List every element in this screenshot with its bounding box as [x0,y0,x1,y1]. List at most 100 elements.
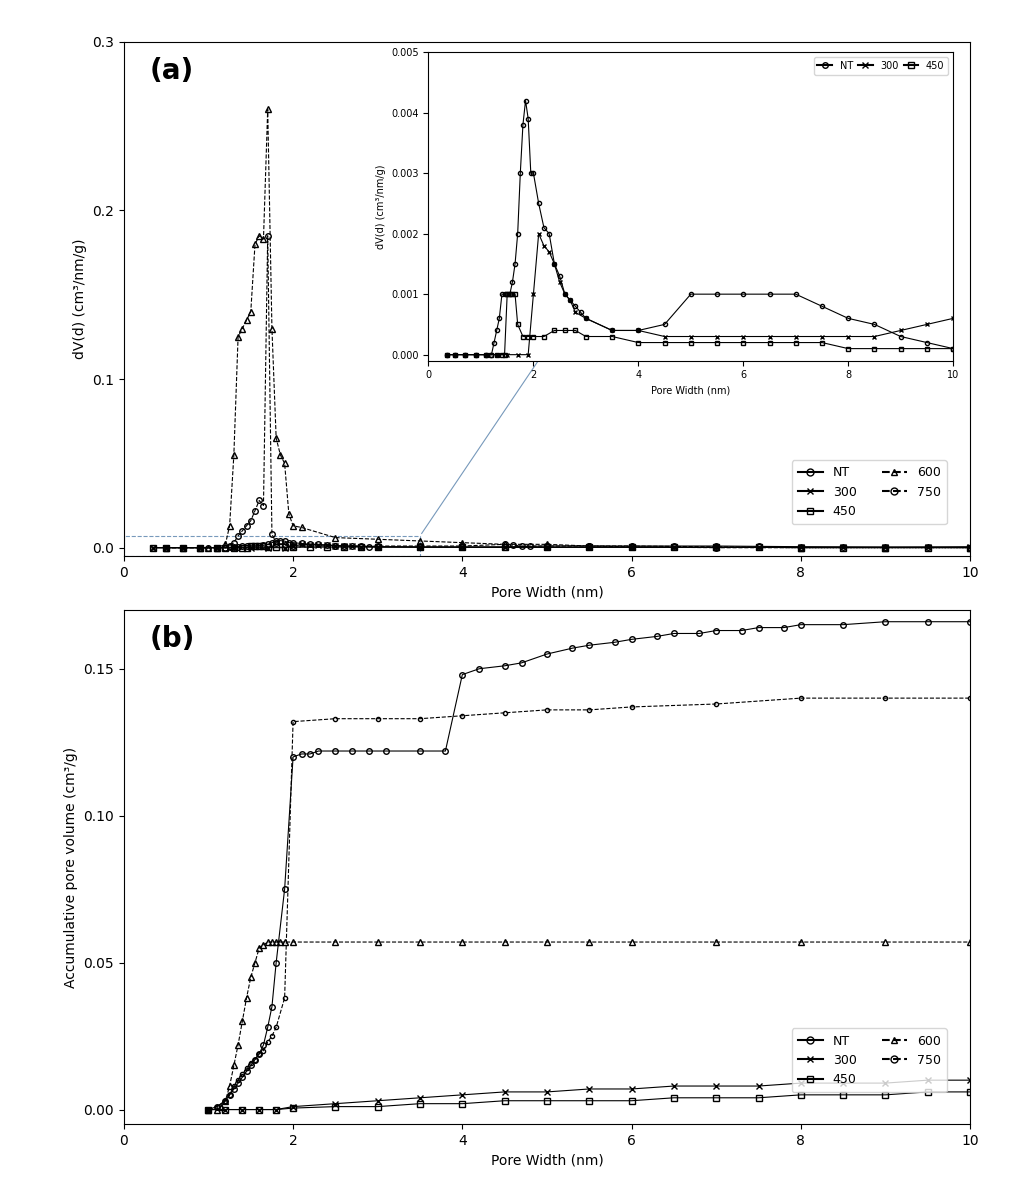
750 [541,703,553,718]
600 [261,102,273,116]
450 [541,1093,553,1107]
600 [219,1093,231,1107]
NT [372,539,384,554]
750 [236,524,249,538]
NT [236,1070,249,1085]
NT [583,539,595,554]
600 [372,935,384,950]
750 [541,539,553,554]
300 [329,1097,342,1111]
600 [498,537,511,551]
750 [583,703,595,718]
NT [355,539,367,554]
600 [583,935,595,950]
600 [236,322,249,336]
450 [922,1085,934,1099]
450 [710,1091,722,1105]
600 [219,537,231,551]
600 [283,507,295,521]
750 [240,1061,253,1075]
750 [524,539,537,554]
600 [245,970,257,984]
750 [287,714,299,728]
750 [223,539,235,554]
600 [202,541,215,555]
NT [380,744,392,758]
300 [202,1103,215,1117]
Text: (a): (a) [150,57,193,85]
450 [194,541,206,555]
450 [176,541,189,555]
450 [211,541,223,555]
450 [752,1091,765,1105]
750 [232,1073,245,1087]
600 [498,935,511,950]
NT [223,1087,235,1102]
NT [245,539,257,554]
NT [261,1020,273,1035]
750 [160,541,172,555]
450 [236,541,249,555]
NT [223,541,235,555]
NT [795,617,807,631]
450 [270,1103,283,1117]
750 [329,712,342,726]
300 [541,1085,553,1099]
450 [964,541,976,555]
450 [329,1099,342,1113]
Line: NT: NT [205,620,973,1112]
750 [414,539,426,554]
600 [710,935,722,950]
750 [270,1020,283,1035]
NT [752,539,765,554]
750 [257,499,269,513]
Bar [124,536,420,556]
300 [583,1082,595,1097]
NT [346,539,358,554]
600 [964,935,976,950]
Y-axis label: Accumulative pore volume (cm³/g): Accumulative pore volume (cm³/g) [64,746,77,988]
300 [148,541,160,555]
450 [355,539,367,554]
600 [253,941,265,956]
750 [456,539,469,554]
300 [625,541,638,555]
300 [253,1103,265,1117]
750 [176,541,189,555]
300 [879,539,892,554]
750 [228,1079,240,1093]
300 [879,1076,892,1091]
NT [541,647,553,661]
Line: 600: 600 [163,106,973,550]
300 [837,541,849,555]
750 [232,529,245,543]
750 [223,1087,235,1102]
600 [202,1103,215,1117]
600 [228,1058,240,1073]
750 [287,539,299,554]
600 [223,519,235,533]
750 [329,539,342,554]
600 [265,322,278,336]
450 [372,541,384,555]
300 [922,539,934,554]
600 [279,456,291,470]
NT [778,621,791,635]
750 [202,1103,215,1117]
450 [261,539,273,554]
NT [440,744,452,758]
NT [219,1093,231,1107]
300 [219,1103,231,1117]
450 [253,1103,265,1117]
NT [473,661,485,676]
NT [265,1000,278,1014]
NT [253,538,265,553]
Line: NT: NT [151,538,973,550]
450 [245,539,257,554]
750 [507,538,519,553]
450 [372,1099,384,1113]
NT [283,536,295,550]
300 [346,539,358,554]
NT [240,539,253,554]
300 [287,539,299,554]
